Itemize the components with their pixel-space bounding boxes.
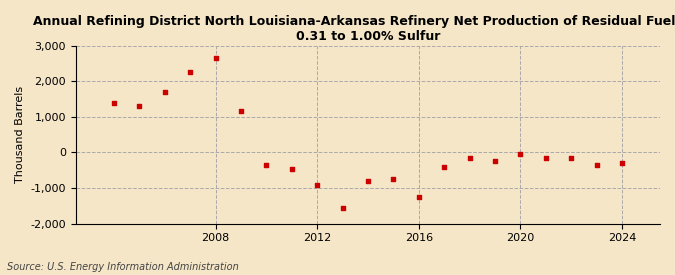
Point (489, 159, 500, 164)
Point (109, 100, 119, 105)
Point (388, 177, 399, 182)
Text: Source: U.S. Energy Information Administration: Source: U.S. Energy Information Administ… (7, 262, 238, 272)
Point (312, 182, 323, 187)
Point (591, 163, 602, 167)
Y-axis label: Thousand Barrels: Thousand Barrels (15, 86, 25, 183)
Point (362, 179, 373, 183)
Point (210, 56, 221, 60)
Point (464, 156, 475, 160)
Point (540, 156, 551, 160)
Point (286, 166, 297, 171)
Point (566, 156, 576, 160)
Point (261, 163, 272, 167)
Point (413, 195, 424, 199)
Point (236, 109, 246, 114)
Point (159, 90, 170, 94)
Point (439, 164, 450, 169)
Point (515, 152, 526, 156)
Point (616, 161, 627, 165)
Point (185, 70, 196, 75)
Title: Annual Refining District North Louisiana-Arkansas Refinery Net Production of Res: Annual Refining District North Louisiana… (33, 15, 675, 43)
Point (134, 104, 145, 108)
Point (337, 205, 348, 210)
